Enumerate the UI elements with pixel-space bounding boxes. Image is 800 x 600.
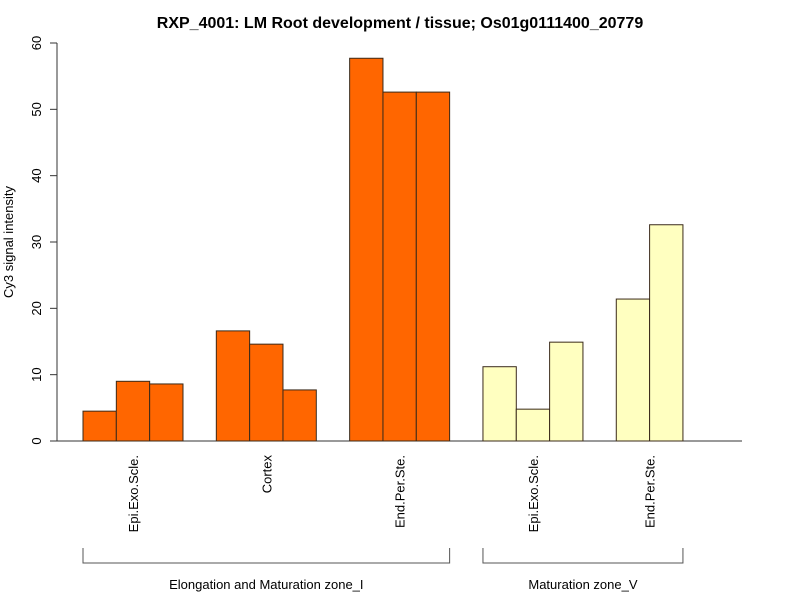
bar	[482, 366, 517, 442]
bar	[215, 330, 251, 442]
bar	[515, 408, 551, 442]
y-axis: 0 10 20 30 40 50 60	[29, 36, 58, 445]
y-tick-label: 30	[29, 235, 44, 249]
bar	[149, 383, 184, 442]
y-axis-label: Cy3 signal intensity	[1, 186, 16, 298]
chart-title: RXP_4001: LM Root development / tissue; …	[157, 15, 644, 32]
y-tick-label: 40	[29, 168, 44, 182]
bar	[382, 91, 417, 442]
category-label: Epi.Exo.Scle.	[526, 455, 541, 532]
y-tick-label: 20	[29, 301, 44, 315]
y-tick-label: 0	[29, 437, 44, 444]
group-label: Maturation zone_V	[528, 577, 637, 592]
bar	[82, 410, 117, 442]
y-tick-label: 60	[29, 36, 44, 50]
bar	[282, 389, 317, 442]
group-bracket	[482, 548, 684, 564]
bars	[82, 57, 684, 442]
category-label: End.Per.Ste.	[643, 455, 658, 528]
category-label: End.Per.Ste.	[393, 455, 408, 528]
bar	[349, 57, 384, 442]
bar	[649, 224, 684, 442]
y-tick-label: 10	[29, 367, 44, 381]
group-label: Elongation and Maturation zone_I	[169, 577, 363, 592]
y-tick-label: 50	[29, 102, 44, 116]
group-bracket	[82, 548, 451, 564]
group-brackets: Elongation and Maturation zone_I Maturati…	[82, 548, 684, 592]
bar	[549, 341, 584, 442]
bar	[415, 91, 451, 442]
bar	[615, 298, 651, 442]
bar	[249, 343, 284, 442]
bar	[115, 380, 151, 442]
category-labels: Epi.Exo.Scle. Cortex End.Per.Ste. Epi.Exo.S…	[126, 455, 658, 533]
category-label: Cortex	[259, 455, 274, 494]
category-label: Epi.Exo.Scle.	[126, 455, 141, 532]
